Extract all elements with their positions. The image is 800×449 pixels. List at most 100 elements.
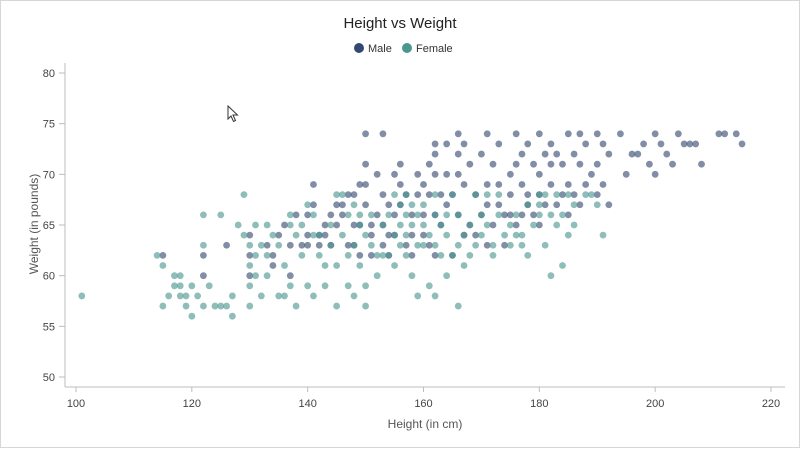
female-point [437,221,445,229]
male-point [501,241,508,249]
male-point [495,140,503,148]
legend[interactable]: Male Female [354,43,453,55]
female-point [449,191,456,199]
male-point [692,140,700,148]
female-point [188,282,196,290]
male-point [298,241,306,249]
male-point [645,160,653,168]
female-point [570,201,578,209]
female-point [367,241,375,249]
male-point [200,252,207,259]
male-point [622,170,630,178]
female-point [286,221,294,229]
x-tick-label: 180 [530,398,548,410]
male-point [391,170,398,178]
female-point [78,292,86,300]
y-tick-label: 80 [43,68,55,80]
female-point [223,302,230,310]
legend-item-male[interactable]: Male [354,43,392,55]
female-point [176,282,184,290]
male-point [512,160,520,168]
female-point [535,211,543,219]
male-point [478,150,485,158]
female-point [315,231,323,239]
female-point [385,211,393,219]
male-point [599,181,607,188]
male-point [524,191,532,199]
male-point [506,191,514,199]
female-point [240,231,248,239]
female-point [171,282,178,290]
female-point [553,221,561,229]
male-point [715,130,723,138]
male-point [304,241,312,249]
legend-item-female[interactable]: Female [402,43,453,55]
x-axis-title: Height (in cm) [388,417,463,431]
male-point [506,211,514,219]
female-point [408,272,416,280]
female-point [512,231,520,239]
female-point [362,231,369,239]
male-point [576,130,584,138]
female-point [425,282,433,290]
female-point [200,241,207,249]
legend-label-male: Male [368,43,392,55]
y-tick-label: 70 [43,169,55,181]
x-tick-label: 200 [646,398,664,410]
female-point [495,211,503,219]
male-point [408,231,416,239]
female-point [362,282,369,290]
male-point [286,272,294,280]
female-point [257,292,265,300]
female-point [414,292,422,300]
male-point [669,160,676,168]
female-point [402,211,410,219]
male-point [582,140,590,148]
male-point [593,130,601,138]
female-point [524,252,532,259]
female-point [211,302,219,310]
female-point [176,292,184,300]
male-point [350,221,358,229]
male-point [559,160,566,168]
male-point [535,170,543,178]
female-point [408,221,416,229]
male-point [663,150,671,158]
male-point [356,252,364,259]
female-point [379,221,387,229]
y-tick-label: 55 [43,321,55,333]
female-point [483,221,491,229]
male-point [200,272,207,280]
male-point [420,211,427,219]
axes: 50 55 60 65 70 75 80 100 120 140 160 180 200 220 [43,63,785,410]
female-point [339,191,346,199]
male-point [431,252,439,259]
female-point [391,231,398,239]
female-point [344,211,352,219]
female-point [228,312,236,320]
male-point [367,231,375,239]
male-point [651,170,659,178]
female-point [356,262,364,269]
female-point [559,211,566,219]
female-point [333,302,341,310]
female-point [350,241,358,249]
male-point [408,211,416,219]
male-point [431,170,439,178]
male-point [506,170,514,178]
female-point [339,231,346,239]
male-point [425,191,433,199]
male-point [246,272,254,280]
male-point [339,211,346,219]
female-point [327,241,335,249]
female-point [171,272,178,280]
male-point [512,130,520,138]
male-point [362,160,369,168]
male-point [327,211,335,219]
female-point [321,282,329,290]
male-point [414,170,422,178]
male-point [732,130,740,138]
female-point [176,272,184,280]
female-point [547,211,555,219]
